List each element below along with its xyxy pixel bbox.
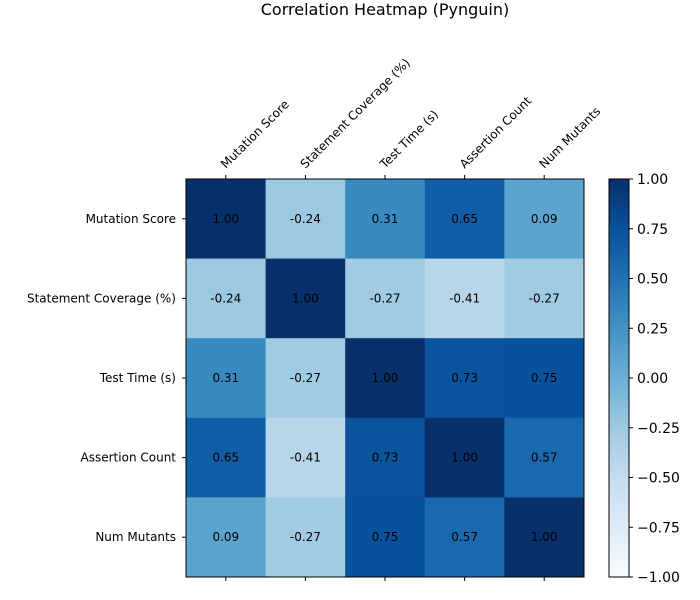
colorbar-tick-label: −0.75 — [637, 520, 680, 536]
cell-value-label: 1.00 — [372, 371, 399, 385]
cell-value-label: 1.00 — [531, 530, 558, 544]
heatmap-cell-labels: 1.00 -0.24 0.31 0.65 0.09 -0.24 1.00 -0.27 -0.41… — [210, 212, 559, 544]
x-tick-label: Num Mutants — [536, 104, 603, 171]
heatmap-cell — [345, 258, 426, 339]
heatmap-cell — [186, 258, 267, 339]
cell-value-label: -0.24 — [210, 291, 241, 305]
cell-value-label: -0.41 — [449, 291, 480, 305]
chart-title: Correlation Heatmap (Pynguin) — [261, 0, 510, 19]
colorbar-tick-label: 1.00 — [637, 172, 668, 188]
cell-value-label: -0.27 — [290, 371, 321, 385]
heatmap-cell — [424, 179, 505, 260]
heatmap-cell — [186, 338, 267, 419]
cell-value-label: 0.57 — [451, 530, 478, 544]
cell-value-label: -0.27 — [529, 291, 560, 305]
x-tick-label: Mutation Score — [218, 97, 292, 171]
cell-value-label: 1.00 — [292, 291, 319, 305]
cell-value-label: 0.65 — [451, 212, 478, 226]
cell-value-label: 0.65 — [212, 451, 239, 465]
cell-value-label: 1.00 — [212, 212, 239, 226]
heatmap-cell — [265, 417, 346, 498]
heatmap-cell — [265, 258, 346, 339]
y-axis: Mutation Score Statement Coverage (%) Test… — [27, 212, 186, 544]
heatmap-cell — [265, 179, 346, 260]
heatmap-cells — [186, 179, 585, 578]
heatmap-cell — [265, 338, 346, 419]
cell-value-label: -0.24 — [290, 212, 321, 226]
colorbar-tick-label: −0.50 — [637, 471, 680, 487]
heatmap-cell — [345, 497, 426, 578]
cell-value-label: 0.31 — [212, 371, 239, 385]
cell-value-label: 0.75 — [531, 371, 558, 385]
colorbar-ticks: 1.00 0.75 0.50 0.25 0.00 −0.25 −0.50 −0.75 −1.00 — [629, 172, 680, 586]
heatmap-cell — [424, 497, 505, 578]
cell-value-label: 0.75 — [372, 530, 399, 544]
heatmap-cell — [345, 338, 426, 419]
heatmap-cell — [186, 497, 267, 578]
colorbar-tick-label: −0.25 — [637, 421, 680, 437]
colorbar: 1.00 0.75 0.50 0.25 0.00 −0.25 −0.50 −0.75 −1.00 — [608, 172, 680, 586]
colorbar-tick-label: 0.25 — [637, 321, 668, 337]
y-tick-label: Num Mutants — [95, 530, 176, 544]
heatmap-cell — [424, 338, 505, 419]
heatmap-cell — [424, 417, 505, 498]
y-tick-label: Assertion Count — [81, 451, 177, 465]
heatmap-cell — [186, 179, 267, 260]
colorbar-gradient — [608, 178, 630, 578]
heatmap-cell — [345, 417, 426, 498]
cell-value-label: 0.09 — [212, 530, 239, 544]
cell-value-label: 0.73 — [372, 451, 399, 465]
heatmap-cell — [424, 258, 505, 339]
colorbar-tick-label: 0.75 — [637, 222, 668, 238]
cell-value-label: -0.27 — [369, 291, 400, 305]
heatmap-cell — [265, 497, 346, 578]
cell-value-label: -0.41 — [290, 451, 321, 465]
heatmap-cell — [504, 417, 585, 498]
colorbar-tick-label: 0.00 — [637, 371, 668, 387]
heatmap-cell — [504, 179, 585, 260]
cell-value-label: 0.31 — [372, 212, 399, 226]
y-tick-label: Test Time (s) — [99, 371, 176, 385]
y-tick-label: Statement Coverage (%) — [27, 291, 176, 305]
x-tick-label: Assertion Count — [457, 94, 535, 172]
cell-value-label: 1.00 — [451, 451, 478, 465]
colorbar-tick-label: 0.50 — [637, 272, 668, 288]
colorbar-tick-label: −1.00 — [637, 570, 680, 586]
cell-value-label: 0.09 — [531, 212, 558, 226]
heatmap-cell — [504, 497, 585, 578]
y-tick-label: Mutation Score — [86, 212, 176, 226]
heatmap-cell — [504, 258, 585, 339]
cell-value-label: -0.27 — [290, 530, 321, 544]
heatmap-cell — [186, 417, 267, 498]
cell-value-label: 0.57 — [531, 451, 558, 465]
heatmap-cell — [504, 338, 585, 419]
heatmap-cell — [345, 179, 426, 260]
cell-value-label: 0.73 — [451, 371, 478, 385]
x-tick-label: Test Time (s) — [377, 107, 442, 172]
